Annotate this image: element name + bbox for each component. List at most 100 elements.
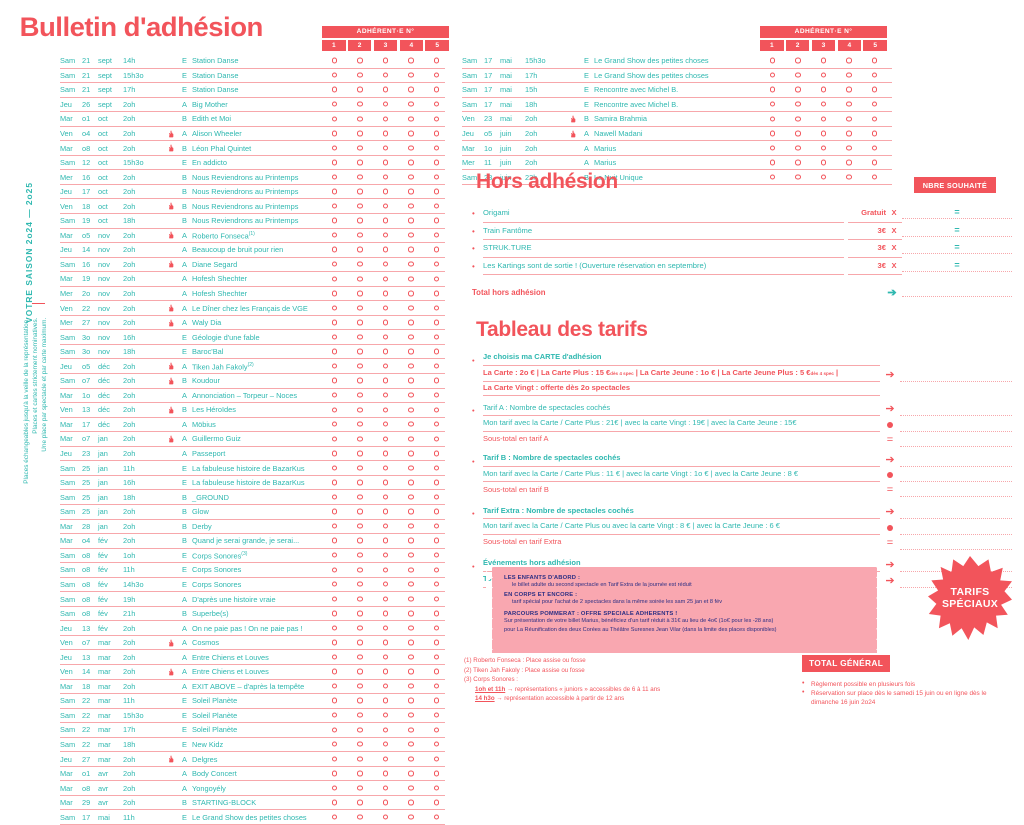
tarif-a-count-field[interactable] bbox=[900, 407, 1012, 416]
adherent-checkbox-1[interactable] bbox=[322, 696, 347, 705]
adherent-checkbox-1[interactable] bbox=[322, 347, 347, 356]
adherent-checkbox-3[interactable] bbox=[373, 551, 398, 560]
adherent-checkbox-4[interactable] bbox=[398, 318, 423, 327]
adherent-checkbox-2[interactable] bbox=[347, 813, 372, 822]
adherent-checkbox-5[interactable] bbox=[424, 304, 449, 313]
adherent-checkbox-3[interactable] bbox=[373, 667, 398, 676]
adherent-checkbox-4[interactable] bbox=[398, 638, 423, 647]
adherent-checkbox-1[interactable] bbox=[322, 740, 347, 749]
tarif-b-price-field[interactable] bbox=[900, 473, 1012, 482]
adherent-number-5[interactable]: 5 bbox=[425, 39, 449, 51]
adherent-checkbox-4[interactable] bbox=[398, 216, 423, 225]
adherent-checkbox-1[interactable] bbox=[322, 56, 347, 65]
adherent-checkbox-1[interactable] bbox=[322, 231, 347, 240]
adherent-checkbox-5[interactable] bbox=[424, 144, 449, 153]
adherent-checkbox-2[interactable] bbox=[347, 624, 372, 633]
adherent-checkbox-4[interactable] bbox=[398, 580, 423, 589]
adherent-checkbox-3[interactable] bbox=[373, 653, 398, 662]
adherent-checkbox-2[interactable] bbox=[347, 289, 372, 298]
adherent-checkbox-1[interactable] bbox=[322, 565, 347, 574]
adherent-checkbox-3[interactable] bbox=[373, 740, 398, 749]
adherent-checkbox-3[interactable] bbox=[373, 522, 398, 531]
adherent-checkbox-1[interactable] bbox=[322, 260, 347, 269]
adherent-checkbox-2[interactable] bbox=[347, 420, 372, 429]
adherent-checkbox-1[interactable] bbox=[322, 85, 347, 94]
adherent-checkbox-4[interactable] bbox=[836, 114, 861, 123]
adherent-checkbox-3[interactable] bbox=[373, 173, 398, 182]
adherent-checkbox-2[interactable] bbox=[347, 274, 372, 283]
adherent-checkbox-4[interactable] bbox=[398, 624, 423, 633]
adherent-checkbox-4[interactable] bbox=[836, 56, 861, 65]
adherent-checkbox-3[interactable] bbox=[811, 56, 836, 65]
adherent-checkbox-1[interactable] bbox=[322, 464, 347, 473]
adherent-number-3[interactable]: 3 bbox=[811, 39, 836, 51]
adherent-checkbox-5[interactable] bbox=[424, 260, 449, 269]
adherent-checkbox-4[interactable] bbox=[398, 376, 423, 385]
adherent-checkbox-1[interactable] bbox=[760, 71, 785, 80]
adherent-checkbox-5[interactable] bbox=[424, 347, 449, 356]
adherent-checkbox-1[interactable] bbox=[322, 391, 347, 400]
adherent-checkbox-1[interactable] bbox=[760, 158, 785, 167]
adherent-checkbox-2[interactable] bbox=[347, 507, 372, 516]
adherent-checkbox-5[interactable] bbox=[424, 129, 449, 138]
adherent-checkbox-2[interactable] bbox=[347, 245, 372, 254]
adherent-checkbox-3[interactable] bbox=[373, 362, 398, 371]
adherent-number-2[interactable]: 2 bbox=[785, 39, 810, 51]
adherent-checkbox-2[interactable] bbox=[347, 725, 372, 734]
adherent-checkbox-5[interactable] bbox=[424, 740, 449, 749]
adherent-checkbox-4[interactable] bbox=[836, 100, 861, 109]
adherent-checkbox-1[interactable] bbox=[760, 56, 785, 65]
adherent-checkbox-2[interactable] bbox=[347, 696, 372, 705]
adherent-checkbox-4[interactable] bbox=[398, 522, 423, 531]
adherent-checkbox-2[interactable] bbox=[347, 595, 372, 604]
adherent-checkbox-2[interactable] bbox=[785, 71, 810, 80]
tarif-extra-price-field[interactable] bbox=[900, 526, 1012, 535]
adherent-checkbox-2[interactable] bbox=[347, 740, 372, 749]
adherent-checkbox-5[interactable] bbox=[424, 158, 449, 167]
adherent-number-2[interactable]: 2 bbox=[347, 39, 372, 51]
adherent-checkbox-4[interactable] bbox=[398, 245, 423, 254]
adherent-number-3[interactable]: 3 bbox=[373, 39, 398, 51]
adherent-checkbox-4[interactable] bbox=[836, 173, 861, 182]
adherent-checkbox-3[interactable] bbox=[373, 565, 398, 574]
adherent-checkbox-1[interactable] bbox=[322, 187, 347, 196]
adherent-checkbox-4[interactable] bbox=[398, 696, 423, 705]
adherent-checkbox-2[interactable] bbox=[785, 173, 810, 182]
adherent-checkbox-1[interactable] bbox=[322, 769, 347, 778]
adherent-checkbox-4[interactable] bbox=[398, 798, 423, 807]
adherent-checkbox-4[interactable] bbox=[398, 769, 423, 778]
adherent-checkbox-2[interactable] bbox=[347, 187, 372, 196]
adherent-checkbox-1[interactable] bbox=[322, 304, 347, 313]
adherent-checkbox-5[interactable] bbox=[424, 173, 449, 182]
tarif-b-count-field[interactable] bbox=[900, 458, 1012, 467]
adherent-checkbox-2[interactable] bbox=[347, 536, 372, 545]
adherent-checkbox-3[interactable] bbox=[373, 420, 398, 429]
adherent-checkbox-3[interactable] bbox=[373, 464, 398, 473]
adherent-checkbox-1[interactable] bbox=[760, 85, 785, 94]
adherent-checkbox-1[interactable] bbox=[322, 493, 347, 502]
adherent-checkbox-3[interactable] bbox=[373, 638, 398, 647]
adherent-checkbox-5[interactable] bbox=[862, 71, 887, 80]
adherent-checkbox-2[interactable] bbox=[347, 173, 372, 182]
adherent-checkbox-5[interactable] bbox=[424, 274, 449, 283]
adherent-checkbox-5[interactable] bbox=[424, 725, 449, 734]
adherent-checkbox-4[interactable] bbox=[398, 260, 423, 269]
adherent-checkbox-2[interactable] bbox=[347, 202, 372, 211]
adherent-checkbox-3[interactable] bbox=[373, 536, 398, 545]
carte-value-field[interactable] bbox=[900, 373, 1012, 382]
adherent-checkbox-1[interactable] bbox=[322, 667, 347, 676]
adherent-checkbox-2[interactable] bbox=[347, 114, 372, 123]
adherent-checkbox-3[interactable] bbox=[373, 798, 398, 807]
adherent-checkbox-3[interactable] bbox=[373, 56, 398, 65]
adherent-checkbox-5[interactable] bbox=[424, 478, 449, 487]
adherent-checkbox-3[interactable] bbox=[373, 216, 398, 225]
adherent-checkbox-3[interactable] bbox=[811, 144, 836, 153]
adherent-checkbox-4[interactable] bbox=[398, 100, 423, 109]
adherent-checkbox-1[interactable] bbox=[322, 71, 347, 80]
adherent-checkbox-2[interactable] bbox=[347, 434, 372, 443]
adherent-checkbox-3[interactable] bbox=[373, 434, 398, 443]
adherent-checkbox-2[interactable] bbox=[347, 769, 372, 778]
adherent-checkbox-3[interactable] bbox=[373, 202, 398, 211]
adherent-checkbox-2[interactable] bbox=[347, 100, 372, 109]
adherent-checkbox-2[interactable] bbox=[347, 158, 372, 167]
